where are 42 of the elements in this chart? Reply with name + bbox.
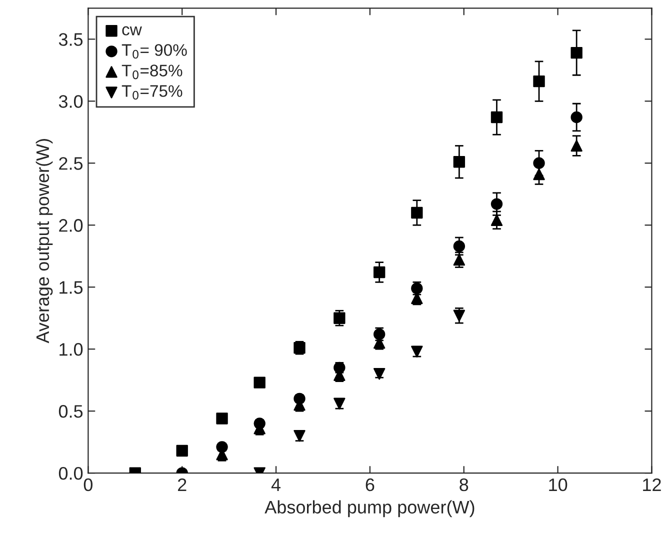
- x-tick-label: 0: [84, 478, 92, 492]
- point: [453, 240, 466, 252]
- point: [334, 398, 346, 410]
- point: [533, 75, 545, 88]
- x-tick-label: 6: [366, 478, 374, 492]
- x-tick-label: 8: [460, 478, 468, 492]
- point: [570, 111, 582, 124]
- y-tick-label: 1.0: [60, 343, 83, 356]
- point: [453, 310, 466, 322]
- point: [453, 156, 466, 168]
- y-axis-title: Average output power(W): [36, 139, 53, 344]
- point: [533, 157, 545, 169]
- legend-label: T$_{0}$= 90%: [122, 44, 187, 59]
- point: [374, 266, 386, 278]
- y-tick-label: 3.5: [58, 33, 83, 46]
- point: [490, 111, 503, 124]
- point: [176, 444, 188, 457]
- y-tick-label: 1.5: [60, 281, 83, 294]
- point: [570, 46, 582, 59]
- y-tick-label: 2.0: [59, 219, 83, 232]
- point: [374, 368, 386, 380]
- point: [570, 140, 582, 152]
- y-tick-label: 0.5: [58, 405, 83, 418]
- legend-label: cw: [122, 26, 142, 36]
- point: [254, 376, 266, 388]
- x-axis-title: Absorbed pump power(W): [264, 500, 474, 518]
- x-tick-label: 4: [271, 478, 281, 492]
- y-tick-label: 0.0: [58, 466, 83, 480]
- y-tick-label: 2.5: [59, 157, 83, 170]
- point: [216, 412, 228, 424]
- x-tick-label: 12: [643, 478, 661, 492]
- point: [334, 312, 346, 324]
- y-tick-label: 3.0: [58, 95, 83, 108]
- legend-label: T$_{0}$=75%: [122, 85, 182, 100]
- x-tick-label: 2: [178, 478, 186, 492]
- point: [490, 214, 503, 226]
- legend-label: T$_{0}$=85%: [122, 64, 182, 80]
- point: [533, 168, 545, 180]
- point: [294, 430, 306, 442]
- x-tick-label: 10: [549, 478, 568, 492]
- point: [411, 206, 423, 219]
- point: [490, 198, 503, 210]
